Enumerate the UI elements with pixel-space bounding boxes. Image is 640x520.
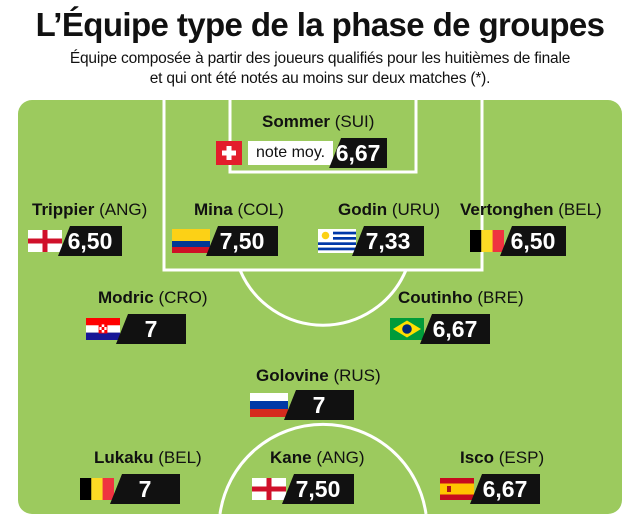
player-name: Sommer	[262, 112, 331, 131]
subtitle-line-2: et qui ont été notés au moins sur deux m…	[149, 70, 491, 87]
player-mina: Mina (COL)	[194, 200, 284, 220]
page-title: L’Équipe type de la phase de groupes	[35, 6, 605, 43]
rating-badge: 7	[284, 390, 354, 420]
player-name: Modric	[98, 288, 154, 307]
player-country: (SUI)	[334, 112, 375, 131]
player-country: (ANG)	[316, 448, 365, 467]
player-name: Golovine	[256, 366, 329, 385]
england-flag	[252, 478, 286, 500]
spain-flag	[440, 478, 474, 500]
player-godin-rating-row: 7,33	[318, 226, 424, 256]
player-name-line: Sommer (SUI)	[262, 112, 374, 132]
england-flag	[28, 230, 62, 252]
player-name: Lukaku	[94, 448, 154, 467]
belgium-flag	[80, 478, 114, 500]
penalty-arc	[238, 269, 408, 327]
player-name: Trippier	[32, 200, 95, 219]
player-vertonghen: Vertonghen (BEL)	[460, 200, 602, 220]
player-lukaku-rating-row: 7	[80, 474, 180, 504]
player-country: (COL)	[237, 200, 284, 219]
player-lukaku: Lukaku (BEL)	[94, 448, 202, 468]
subtitle-line-1: Équipe composée à partir des joueurs qua…	[69, 50, 571, 67]
player-country: (ANG)	[99, 200, 148, 219]
rating-badge: 7	[110, 474, 180, 504]
rating-badge: 6,50	[58, 226, 122, 256]
goal-area	[228, 100, 418, 174]
player-godin: Godin (URU)	[338, 200, 440, 220]
player-name: Godin	[338, 200, 388, 219]
player-name: Mina	[194, 200, 233, 219]
player-modric: Modric (CRO)	[98, 288, 208, 308]
player-name: Isco	[460, 448, 495, 467]
rating-badge: 6,67	[470, 474, 540, 504]
player-name: Kane	[270, 448, 312, 467]
player-isco: Isco (ESP)	[460, 448, 544, 468]
player-country: (BEL)	[558, 200, 602, 219]
player-kane-rating-row: 7,50	[252, 474, 354, 504]
player-country: (BRE)	[477, 288, 524, 307]
brazil-flag	[390, 318, 424, 340]
rating-badge: 6,67	[420, 314, 490, 344]
player-coutinho: Coutinho (BRE)	[398, 288, 524, 308]
rating-badge: 7,50	[282, 474, 354, 504]
rating-badge: 7	[116, 314, 186, 344]
russia-flag	[250, 393, 288, 417]
penalty-area	[162, 100, 484, 272]
player-trippier: Trippier (ANG)	[32, 200, 147, 220]
player-trippier-rating-row: 6,50	[28, 226, 122, 256]
player-name: Coutinho	[398, 288, 473, 307]
player-isco-rating-row: 6,67	[440, 474, 540, 504]
rating-badge: 6,67	[329, 138, 388, 168]
croatia-flag	[86, 318, 120, 340]
belgium-flag	[470, 230, 504, 252]
colombia-flag	[172, 229, 210, 253]
average-rating-label: note moy.	[248, 141, 334, 165]
player-country: (ESP)	[498, 448, 545, 467]
rating-badge: 7,33	[352, 226, 424, 256]
player-modric-rating-row: 7	[86, 314, 186, 344]
football-pitch	[18, 100, 622, 514]
player-country: (CRO)	[158, 288, 208, 307]
player-coutinho-rating-row: 6,67	[390, 314, 490, 344]
player-golovine-rating-row: 7	[250, 390, 354, 420]
player-name: Vertonghen	[460, 200, 554, 219]
player-golovine: Golovine (RUS)	[256, 366, 381, 386]
player-country: (RUS)	[333, 366, 381, 385]
switzerland-flag	[216, 141, 242, 165]
player-mina-rating-row: 7,50	[172, 226, 278, 256]
player-sommer-rating-row: note moy. 6,67	[216, 138, 388, 168]
player-country: (BEL)	[158, 448, 202, 467]
rating-badge: 7,50	[206, 226, 278, 256]
player-vertonghen-rating-row: 6,50	[470, 226, 566, 256]
player-kane: Kane (ANG)	[270, 448, 364, 468]
rating-badge: 6,50	[500, 226, 566, 256]
player-sommer: Sommer (SUI)	[262, 112, 374, 132]
center-circle	[218, 422, 428, 514]
player-country: (URU)	[391, 200, 440, 219]
uruguay-flag	[318, 229, 356, 253]
